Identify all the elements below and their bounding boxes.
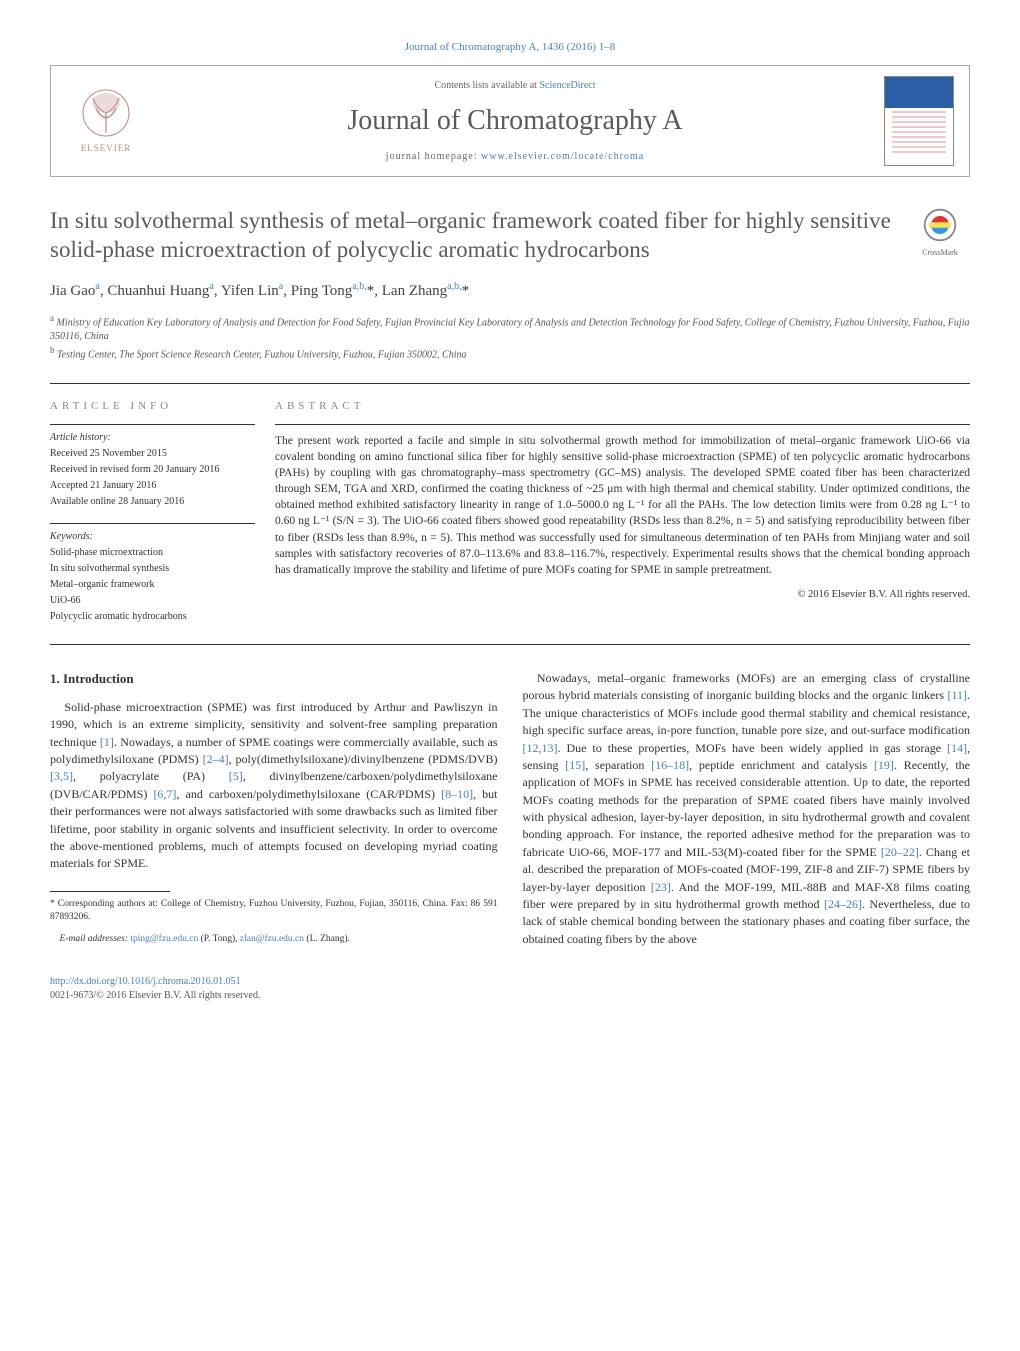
keyword-item: In situ solvothermal synthesis	[50, 562, 255, 576]
section-1-heading: 1. Introduction	[50, 670, 498, 689]
corresponding-note: * Corresponding authors at: College of C…	[50, 898, 498, 924]
cite-19[interactable]: [19]	[874, 758, 894, 772]
email-zhang[interactable]: zlan@fzu.edu.cn	[240, 934, 304, 944]
affiliation-b: Testing Center, The Sport Science Resear…	[57, 350, 467, 361]
contents-line: Contents lists available at ScienceDirec…	[146, 79, 884, 93]
elsevier-logo: ELSEVIER	[66, 76, 146, 166]
cite-14[interactable]: [14]	[947, 741, 967, 755]
keyword-item: Polycyclic aromatic hydrocarbons	[50, 610, 255, 624]
article-info-column: article info Article history: Received 2…	[50, 399, 275, 626]
cite-11[interactable]: [11]	[947, 688, 967, 702]
affiliations: a Ministry of Education Key Laboratory o…	[50, 312, 970, 363]
cite-6-7[interactable]: [6,7]	[153, 787, 176, 801]
cite-16-18[interactable]: [16–18]	[651, 758, 689, 772]
journal-cover-thumbnail	[884, 76, 954, 166]
cite-24-26[interactable]: [24–26]	[824, 897, 862, 911]
footnotes: * Corresponding authors at: College of C…	[50, 898, 498, 946]
email-tong-who: (P. Tong),	[198, 934, 240, 944]
crossmark-badge[interactable]: CrossMark	[910, 207, 970, 257]
email-label: E-mail addresses:	[60, 934, 131, 944]
keyword-item: UiO-66	[50, 594, 255, 608]
affiliation-a: Ministry of Education Key Laboratory of …	[50, 317, 969, 342]
article-info-heading: article info	[50, 399, 255, 414]
article-title: In situ solvothermal synthesis of metal–…	[50, 207, 895, 265]
cite-23[interactable]: [23]	[651, 880, 671, 894]
abstract-column: abstract The present work reported a fac…	[275, 399, 970, 626]
abstract-copyright: © 2016 Elsevier B.V. All rights reserved…	[275, 588, 970, 603]
keyword-item: Metal–organic framework	[50, 578, 255, 592]
p2f: , peptide enrichment and catalysis	[689, 758, 874, 772]
footnote-separator	[50, 891, 170, 892]
intro-p1: Solid-phase microextraction (SPME) was f…	[50, 699, 498, 873]
p2g: . Recently, the application of MOFs in S…	[523, 758, 971, 859]
p1c: , poly(dimethylsiloxane)/divinylbenzene …	[229, 752, 498, 766]
keyword-item: Solid-phase microextraction	[50, 546, 255, 560]
body-text: 1. Introduction Solid-phase microextract…	[50, 670, 970, 957]
publisher-label: ELSEVIER	[81, 142, 132, 155]
cite-15[interactable]: [15]	[565, 758, 585, 772]
doi-link[interactable]: http://dx.doi.org/10.1016/j.chroma.2016.…	[50, 976, 241, 987]
p1f: , and carboxen/polydimethylsiloxane (CAR…	[176, 787, 441, 801]
cite-1[interactable]: [1]	[100, 735, 114, 749]
crossmark-label: CrossMark	[910, 247, 970, 258]
abstract-heading: abstract	[275, 399, 970, 414]
email-zhang-who: (L. Zhang).	[304, 934, 350, 944]
history-revised: Received in revised form 20 January 2016	[50, 463, 255, 477]
cite-12-13[interactable]: [12,13]	[523, 741, 558, 755]
issn-copyright: 0021-9673/© 2016 Elsevier B.V. All right…	[50, 990, 260, 1001]
cite-3-5[interactable]: [3,5]	[50, 769, 73, 783]
cite-8-10[interactable]: [8–10]	[441, 787, 473, 801]
history-received: Received 25 November 2015	[50, 447, 255, 461]
p2e: , separation	[585, 758, 651, 772]
email-tong[interactable]: tping@fzu.edu.cn	[130, 934, 198, 944]
history-online: Available online 28 January 2016	[50, 495, 255, 509]
journal-name: Journal of Chromatography A	[146, 101, 884, 140]
history-accepted: Accepted 21 January 2016	[50, 479, 255, 493]
homepage-prefix: journal homepage:	[386, 151, 481, 162]
cite-5[interactable]: [5]	[229, 769, 243, 783]
p2c: . Due to these properties, MOFs have bee…	[558, 741, 948, 755]
history-label: Article history:	[50, 432, 111, 443]
journal-homepage-line: journal homepage: www.elsevier.com/locat…	[146, 150, 884, 164]
journal-homepage-link[interactable]: www.elsevier.com/locate/chroma	[481, 151, 644, 162]
cite-2-4[interactable]: [2–4]	[203, 752, 229, 766]
p1d: , polyacrylate (PA)	[73, 769, 229, 783]
contents-prefix: Contents lists available at	[434, 80, 539, 91]
p2a: Nowadays, metal–organic frameworks (MOFs…	[523, 671, 971, 702]
tree-icon	[81, 88, 131, 138]
abstract-text: The present work reported a facile and s…	[275, 433, 970, 578]
sciencedirect-link[interactable]: ScienceDirect	[539, 80, 595, 91]
authors-line: Jia Gaoa, Chuanhui Huanga, Yifen Lina, P…	[50, 280, 970, 302]
crossmark-icon	[922, 207, 958, 243]
cite-20-22[interactable]: [20–22]	[881, 845, 919, 859]
journal-header-box: ELSEVIER Contents lists available at Sci…	[50, 65, 970, 177]
intro-p2: Nowadays, metal–organic frameworks (MOFs…	[523, 670, 971, 948]
keywords-label: Keywords:	[50, 531, 93, 542]
journal-citation: Journal of Chromatography A, 1436 (2016)…	[50, 40, 970, 55]
page-footer: http://dx.doi.org/10.1016/j.chroma.2016.…	[50, 975, 970, 1003]
